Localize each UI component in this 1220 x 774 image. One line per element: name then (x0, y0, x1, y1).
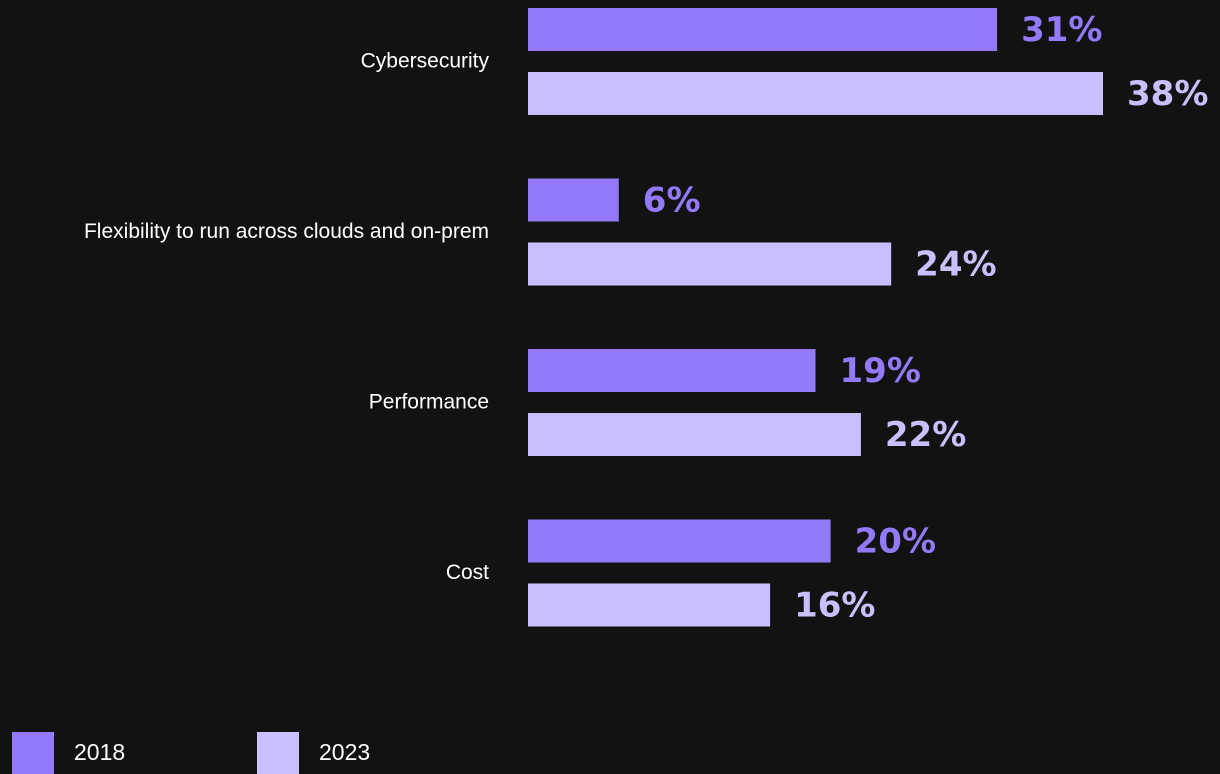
value-label-2018-cost: 20% (855, 522, 936, 562)
value-label-2023-flexibility-to-run-across-clouds-and-on-prem: 24% (915, 245, 996, 285)
bar-2018-cost (528, 519, 831, 563)
bars-layer (528, 8, 1103, 627)
legend-label-2023: 2023 (319, 739, 370, 765)
category-label-cost: Cost (446, 561, 489, 584)
bar-2018-performance (528, 349, 816, 392)
bar-2018-cybersecurity (528, 8, 998, 51)
value-label-2023-performance: 22% (885, 415, 966, 455)
bar-2018-flexibility-to-run-across-clouds-and-on-prem (528, 178, 619, 222)
legend-label-2018: 2018 (74, 739, 125, 765)
legend-swatch-2023 (257, 732, 299, 774)
legend: 2018 2023 (12, 732, 370, 774)
bar-2023-performance (528, 413, 861, 456)
value-label-2018-flexibility-to-run-across-clouds-and-on-prem: 6% (643, 181, 701, 221)
bar-2023-cybersecurity (528, 72, 1103, 115)
category-label-cybersecurity: Cybersecurity (361, 50, 490, 73)
value-label-2023-cost: 16% (794, 586, 875, 626)
bar-2023-cost (528, 583, 771, 627)
category-label-performance: Performance (369, 391, 489, 414)
category-label-flexibility-to-run-across-clouds-and-on-prem: Flexibility to run across clouds and on-… (84, 220, 489, 243)
bar-2023-flexibility-to-run-across-clouds-and-on-prem (528, 242, 892, 286)
legend-swatch-2018 (12, 732, 54, 774)
labels-layer: Cybersecurity 31% 38% Flexibility to run ac… (84, 10, 1208, 626)
value-label-2018-performance: 19% (840, 351, 921, 391)
value-label-2018-cybersecurity: 31% (1021, 10, 1102, 50)
value-label-2023-cybersecurity: 38% (1127, 74, 1208, 114)
